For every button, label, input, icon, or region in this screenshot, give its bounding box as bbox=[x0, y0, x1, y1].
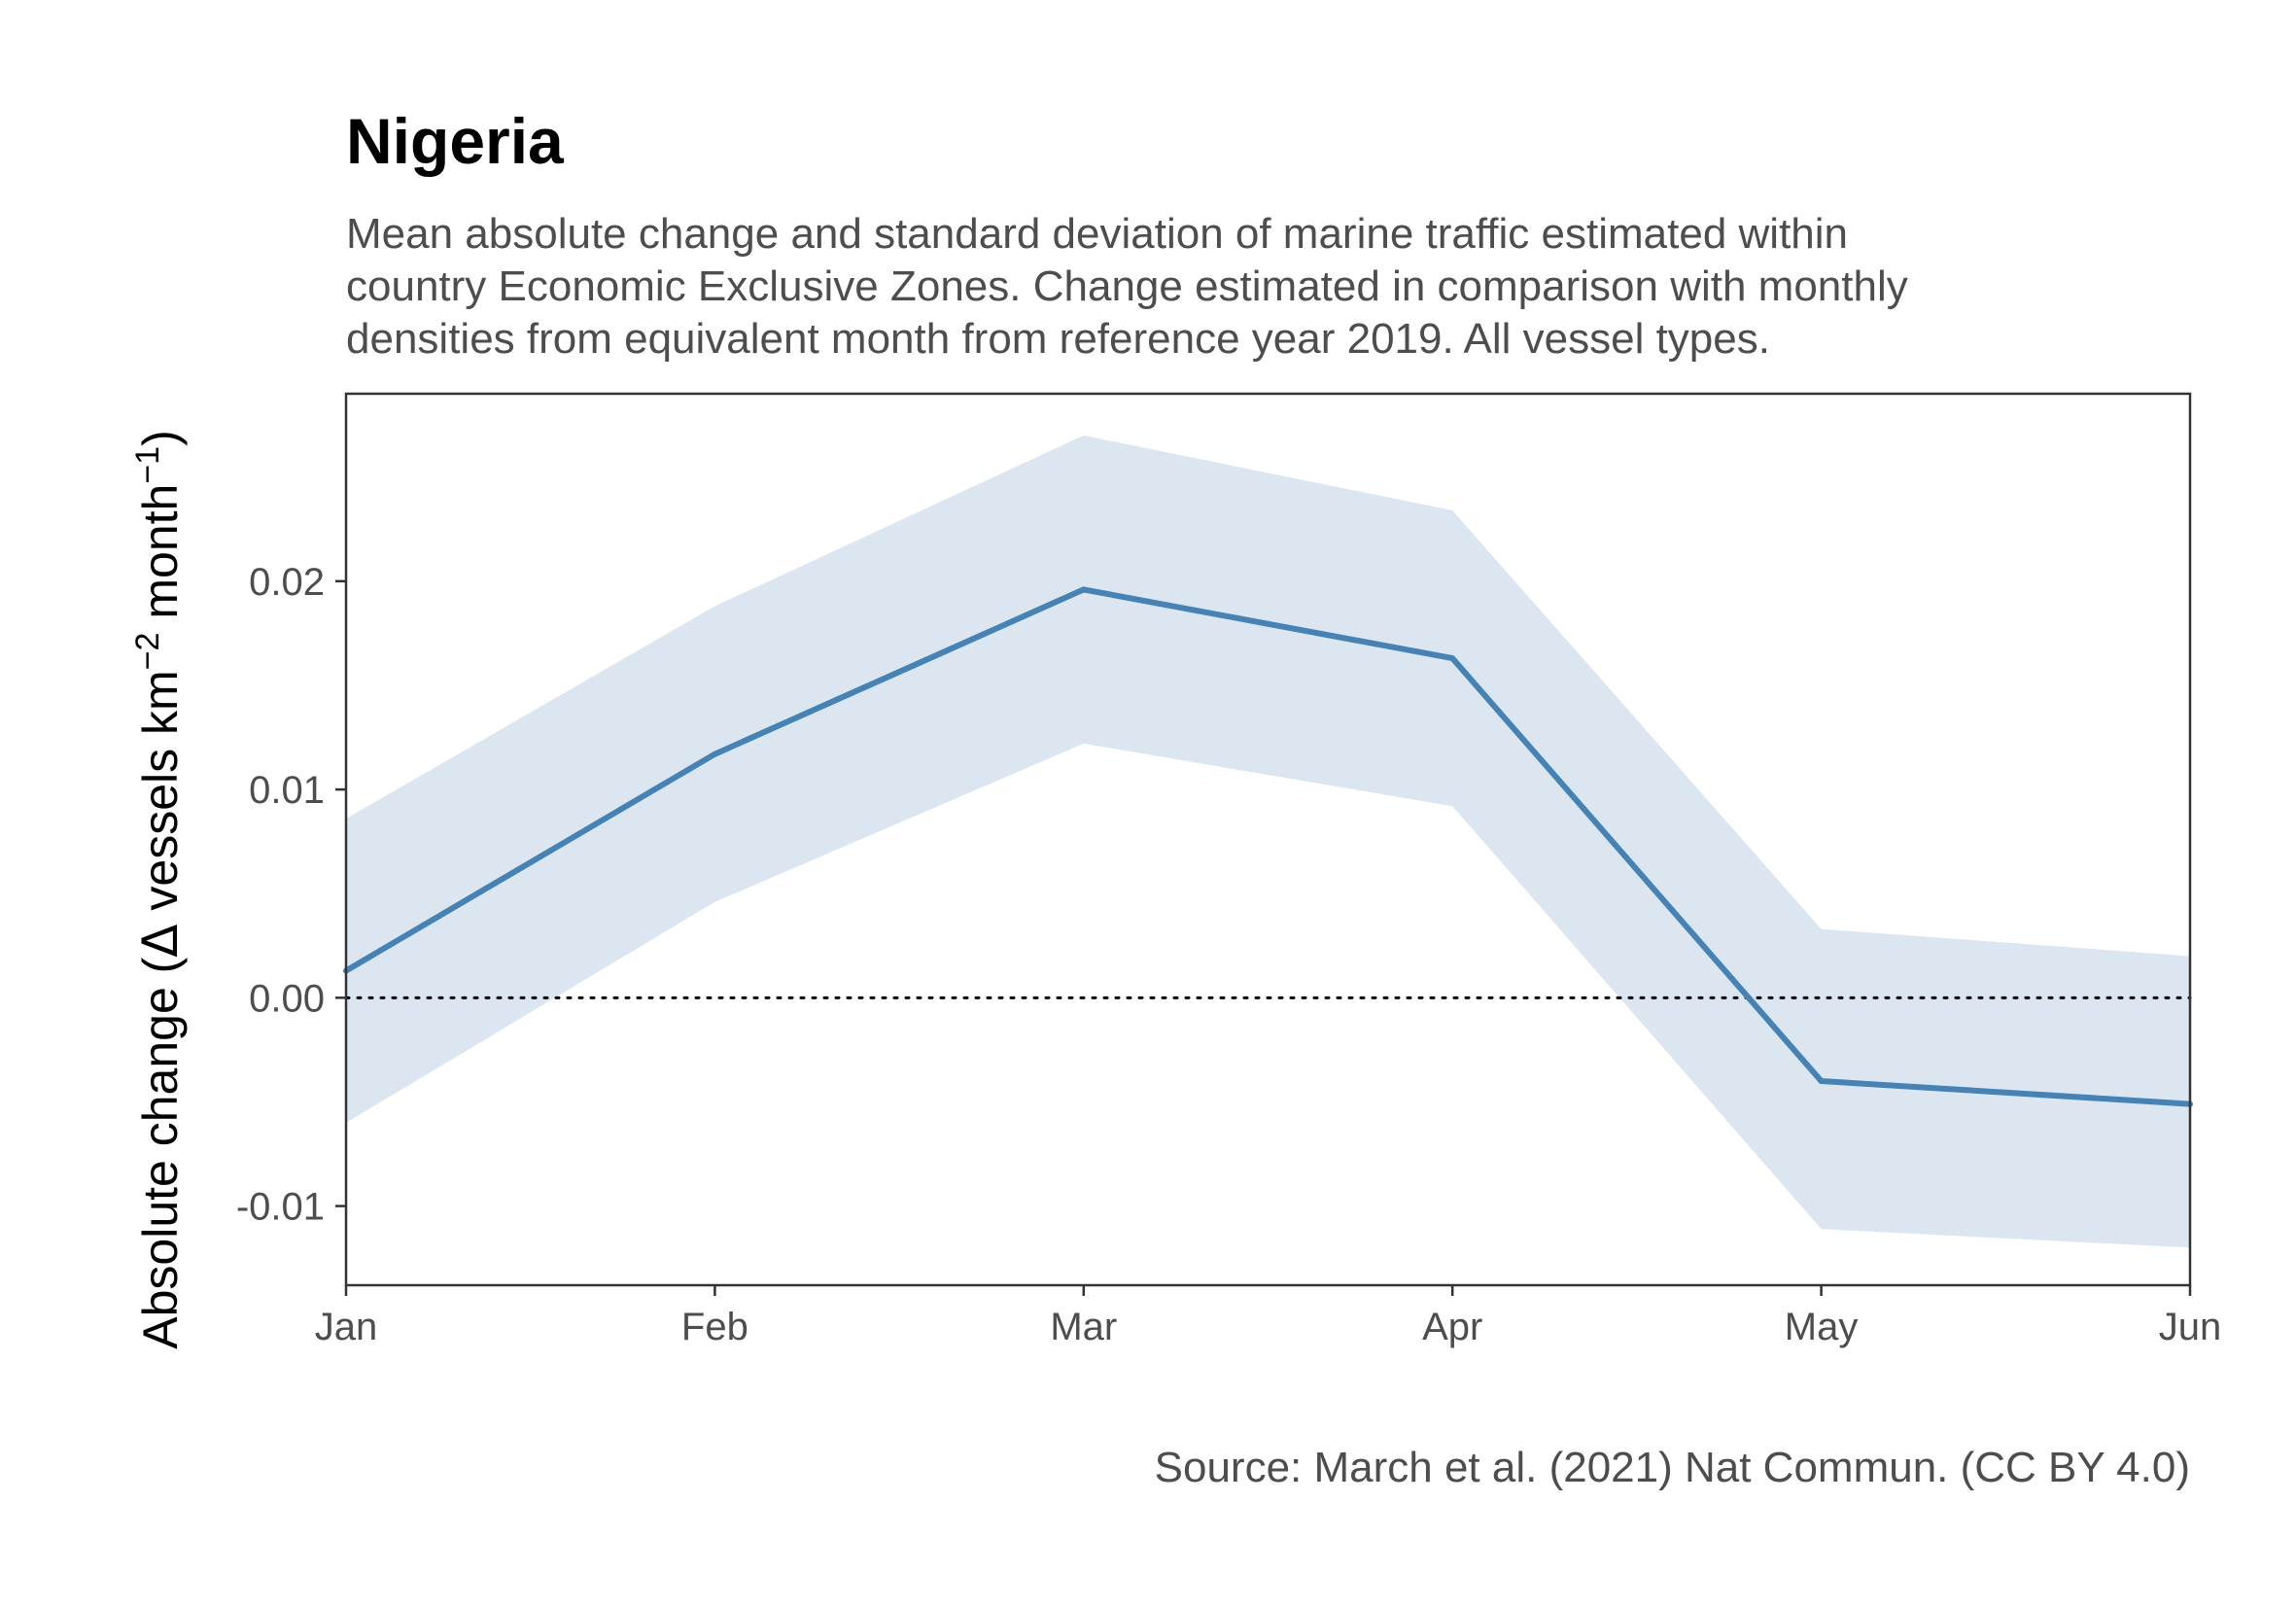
x-tick-label-apr: Apr bbox=[1422, 1306, 1482, 1348]
y-axis-title-delta: Δ bbox=[132, 924, 189, 957]
data-point-feb bbox=[712, 751, 718, 757]
x-tick-label-jun: Jun bbox=[2159, 1306, 2222, 1348]
chart-subtitle-line-1: Mean absolute change and standard deviat… bbox=[346, 210, 1848, 258]
panel-border bbox=[344, 392, 2192, 1287]
chart-title: Nigeria bbox=[346, 105, 565, 177]
x-tick-label-may: May bbox=[1785, 1306, 1859, 1348]
y-tick-label: 0.02 bbox=[249, 561, 325, 604]
y-axis-title-prefix: Absolute change ( bbox=[133, 957, 188, 1348]
y-tick-label: -0.01 bbox=[236, 1186, 325, 1229]
data-point-may bbox=[1818, 1078, 1825, 1085]
y-axis-title-units: vessels km bbox=[133, 670, 188, 924]
y-tick-label: 0.00 bbox=[249, 977, 325, 1020]
y-axis-title-exponent-2: −1 bbox=[129, 446, 166, 484]
x-tick-label-jan: Jan bbox=[315, 1306, 378, 1348]
mean-change-line bbox=[344, 586, 2191, 1107]
data-point-apr bbox=[1449, 655, 1456, 662]
chart-subtitle-line-3: densities from equivalent month from ref… bbox=[346, 315, 1770, 363]
y-axis-title: Absolute change (Δ vessels km−2 month−1) bbox=[129, 430, 189, 1349]
y-axis-title-middle: month bbox=[133, 484, 188, 633]
plot-area: -0.01 0.00 0.01 0.02 Jan Feb Mar Apr May Jun bbox=[236, 392, 2222, 1348]
y-axis-title-suffix: ) bbox=[133, 430, 188, 446]
chart-caption: Source: March et al. (2021) Nat Commun. … bbox=[1155, 1444, 2190, 1491]
std-deviation-ribbon bbox=[346, 435, 2190, 1248]
y-tick-label: 0.01 bbox=[249, 769, 325, 812]
y-axis-title-exponent-1: −2 bbox=[129, 633, 166, 671]
data-point-mar bbox=[1080, 586, 1087, 593]
x-tick-label-mar: Mar bbox=[1050, 1306, 1117, 1348]
x-tick-label-feb: Feb bbox=[681, 1306, 748, 1348]
chart-subtitle-line-2: country Economic Exclusive Zones. Change… bbox=[346, 262, 1908, 310]
